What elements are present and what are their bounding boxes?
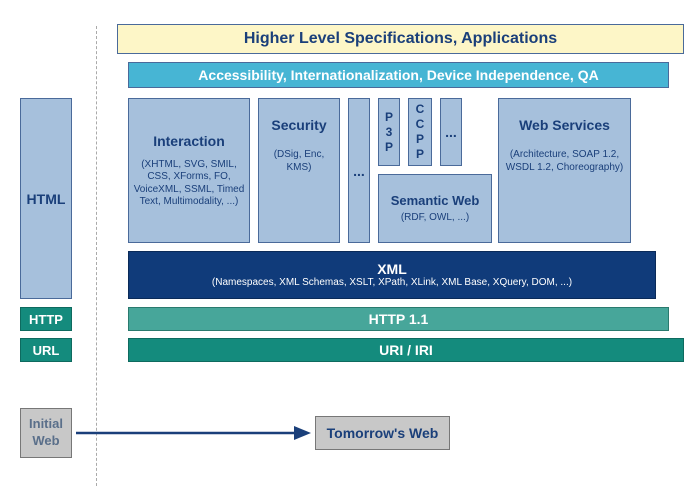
webservices-box: Web Services (Architecture, SOAP 1.2, WS… [498,98,631,243]
higher-level-box: Higher Level Specifications, Application… [117,24,684,54]
separator-line [96,26,97,486]
url-box: URL [20,338,72,362]
uri-box: URI / IRI [128,338,684,362]
ellipsis-label-2: ... [445,124,457,140]
html-box: HTML [20,98,72,299]
semantic-sub: (RDF, OWL, ...) [401,212,469,225]
security-box: Security (DSig, Enc, KMS) [258,98,340,243]
url-label: URL [33,343,60,358]
ellipsis-box-2: ... [440,98,462,166]
semantic-box: Semantic Web (RDF, OWL, ...) [378,174,492,243]
interaction-title: Interaction [153,133,225,149]
http-label: HTTP [29,312,63,327]
xml-title: XML [377,261,407,277]
initial-web-label: Initial Web [23,416,69,450]
uri-label: URI / IRI [379,342,433,358]
webservices-sub: (Architecture, SOAP 1.2, WSDL 1.2, Chore… [501,149,628,174]
http11-label: HTTP 1.1 [369,311,429,327]
ccpp-label: CCPP [413,102,427,162]
arrow-icon [76,423,311,443]
accessibility-box: Accessibility, Internationalization, Dev… [128,62,669,88]
http-box: HTTP [20,307,72,331]
ccpp-box: CCPP [408,98,432,166]
security-sub: (DSig, Enc, KMS) [261,149,337,174]
interaction-box: Interaction (XHTML, SVG, SMIL, CSS, XFor… [128,98,250,243]
ellipsis-label-1: ... [353,163,365,179]
webservices-title: Web Services [519,117,610,133]
html-label: HTML [27,191,66,207]
ellipsis-box-1: ... [348,98,370,243]
tomorrow-web-box: Tomorrow's Web [315,416,450,450]
p3p-label: P3P [382,110,396,155]
higher-level-label: Higher Level Specifications, Application… [244,30,557,48]
xml-sub: (Namespaces, XML Schemas, XSLT, XPath, X… [212,277,572,290]
xml-box: XML (Namespaces, XML Schemas, XSLT, XPat… [128,251,656,299]
initial-web-box: Initial Web [20,408,72,458]
p3p-box: P3P [378,98,400,166]
accessibility-label: Accessibility, Internationalization, Dev… [198,67,598,83]
tomorrow-web-label: Tomorrow's Web [327,425,439,441]
interaction-sub: (XHTML, SVG, SMIL, CSS, XForms, FO, Voic… [131,159,247,209]
http11-box: HTTP 1.1 [128,307,669,331]
semantic-title: Semantic Web [391,193,480,208]
security-title: Security [271,117,326,133]
